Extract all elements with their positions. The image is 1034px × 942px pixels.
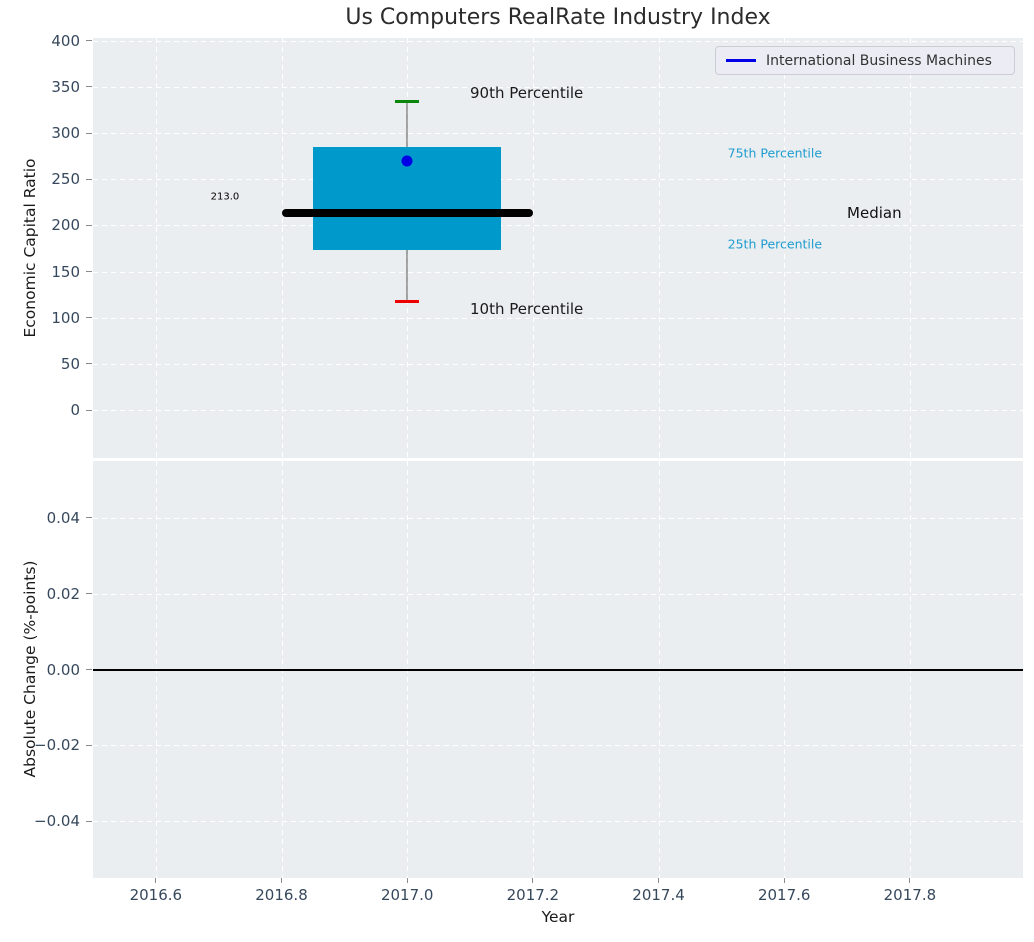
gridline-x [658,38,660,458]
gridline-y [93,593,1023,595]
y-tick-label: −0.02 [34,736,80,755]
gridline-y [93,745,1023,747]
x-tick-mark [281,878,282,883]
y-tick-label: 400 [51,31,80,50]
gridline-x [532,38,534,458]
gridline-y [93,517,1023,519]
gridline-y [93,317,1023,319]
y-tick-label: 250 [51,170,80,189]
y-tick-mark [86,593,92,595]
y-tick-mark [86,40,92,42]
y-tick-label: 200 [51,216,80,235]
y-tick-mark [86,409,92,411]
x-tick-label: 2017.4 [632,886,685,904]
p90-whisker-cap [395,100,420,104]
x-tick-label: 2016.8 [255,886,308,904]
gridline-y [93,86,1023,88]
legend-line-icon [726,59,756,62]
gridline-y [93,363,1023,365]
x-tick-label: 2017.6 [757,886,811,904]
y-tick-mark [86,820,92,822]
y-tick-label: 100 [51,308,80,327]
annotation-213-0: 213.0 [210,191,240,203]
annotation-75th-percentile: 75th Percentile [727,145,823,161]
x-tick-label: 2017.2 [506,886,560,904]
y-tick-mark [86,86,92,88]
x-tick-label: 2016.6 [129,886,183,904]
y-tick-label: 50 [60,354,80,373]
y-tick-label: 300 [51,124,80,143]
x-tick-mark [658,878,660,883]
zero-line [93,668,1023,671]
annotation-25th-percentile: 25th Percentile [727,236,823,252]
top-plot-area: 90th Percentile 10th Percentile 213.0 75th … [93,38,1023,458]
gridline-x [155,38,157,458]
median-line [281,209,533,218]
legend: International Business Machines [715,46,1015,75]
legend-label: International Business Machines [766,52,992,69]
x-tick-mark [532,878,534,883]
y-tick-mark [86,669,92,670]
gridline-y [93,821,1023,823]
y-tick-mark [86,224,92,226]
y-tick-mark [86,363,92,365]
x-tick-label: 2017.0 [380,886,434,904]
p10-whisker-cap [395,300,420,304]
y-tick-label: 150 [51,262,80,281]
x-tick-mark [783,878,785,883]
x-tick-label: 2017.8 [883,886,937,904]
y-tick-label: 0 [70,401,80,419]
annotation-median: Median [847,203,902,222]
y-tick-mark [86,317,92,319]
x-tick-mark [909,878,911,883]
gridline-x [784,38,786,458]
annotation-90th-percentile: 90th Percentile [470,84,584,103]
gridline-y [93,410,1023,411]
y-tick-label: 0.00 [46,660,80,679]
gridline-y [93,225,1023,227]
y-tick-mark [86,271,92,273]
y-tick-mark [86,178,92,180]
company-data-point [401,155,413,167]
y-tick-label: −0.04 [34,812,80,831]
x-tick-mark [406,878,408,883]
y-tick-mark [86,517,92,519]
gridline-y [93,271,1023,273]
x-axis-label: Year [541,908,575,926]
gridline-x [281,38,283,458]
gridline-y [93,133,1023,135]
gridline-y [93,40,1023,42]
y-tick-label: 0.02 [46,584,80,603]
gridline-y [93,179,1023,181]
y-tick-label: 350 [51,77,80,96]
bottom-plot-area [93,461,1023,878]
y-tick-mark [86,744,92,746]
y-tick-label: 0.04 [46,508,80,527]
chart-title: Us Computers RealRate Industry Index [345,5,771,30]
x-tick-mark [155,878,157,883]
annotation-10th-percentile: 10th Percentile [470,300,584,319]
y-tick-mark [86,132,92,134]
gridline-x [909,38,911,458]
